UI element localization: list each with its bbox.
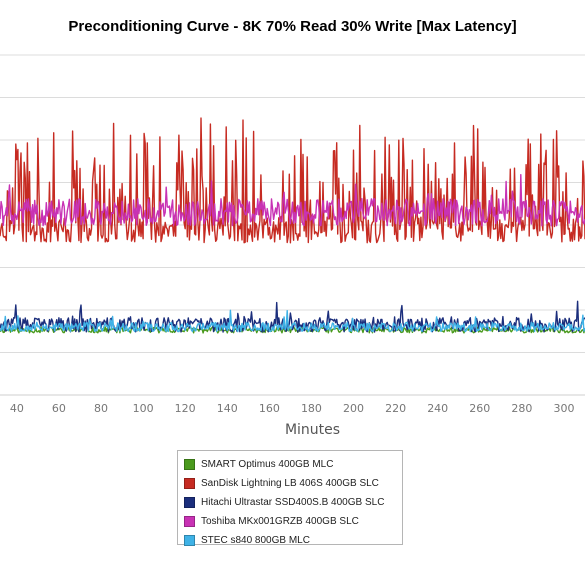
- series-line: [0, 309, 585, 333]
- legend-label: SanDisk Lightning LB 406S 400GB SLC: [201, 478, 379, 489]
- x-tick-label: 280: [511, 402, 532, 415]
- legend-swatch: [184, 497, 195, 508]
- legend-label: STEC s840 800GB MLC: [201, 535, 310, 546]
- legend-swatch: [184, 535, 195, 546]
- legend-item: SMART Optimus 400GB MLC: [184, 455, 402, 474]
- legend-swatch: [184, 478, 195, 489]
- x-tick-label: 100: [133, 402, 154, 415]
- legend-swatch: [184, 516, 195, 527]
- x-tick-label: 260: [469, 402, 490, 415]
- x-tick-label: 300: [553, 402, 574, 415]
- x-tick-label: 160: [259, 402, 280, 415]
- x-tick-label: 140: [217, 402, 238, 415]
- chart-title: Preconditioning Curve - 8K 70% Read 30% …: [68, 18, 517, 35]
- x-tick-label: 240: [427, 402, 448, 415]
- x-axis-label: Minutes: [284, 422, 341, 438]
- legend-item: Hitachi Ultrastar SSD400S.B 400GB SLC: [184, 493, 402, 512]
- legend-item: SanDisk Lightning LB 406S 400GB SLC: [184, 474, 402, 493]
- chart-plot: 40 60 80 100 120 140 160 180 200 220 240 260 280 300: [0, 54, 585, 415]
- legend-label: Toshiba MKx001GRZB 400GB SLC: [201, 516, 359, 527]
- series-line: [0, 173, 585, 227]
- legend-item: STEC s840 800GB MLC: [184, 531, 402, 550]
- x-tick-label: 200: [343, 402, 364, 415]
- x-tick-label: 40: [10, 402, 24, 415]
- x-tick-label: 60: [52, 402, 66, 415]
- legend-swatch: [184, 459, 195, 470]
- legend-item: Toshiba MKx001GRZB 400GB SLC: [184, 512, 402, 531]
- series-line: [0, 117, 585, 244]
- legend-label: Hitachi Ultrastar SSD400S.B 400GB SLC: [201, 497, 385, 508]
- legend: SMART Optimus 400GB MLC SanDisk Lightnin…: [177, 450, 403, 546]
- legend-label: SMART Optimus 400GB MLC: [201, 459, 334, 470]
- x-tick-label: 80: [94, 402, 108, 415]
- x-tick-label: 120: [175, 402, 196, 415]
- x-tick-label: 220: [385, 402, 406, 415]
- x-tick-label: 180: [301, 402, 322, 415]
